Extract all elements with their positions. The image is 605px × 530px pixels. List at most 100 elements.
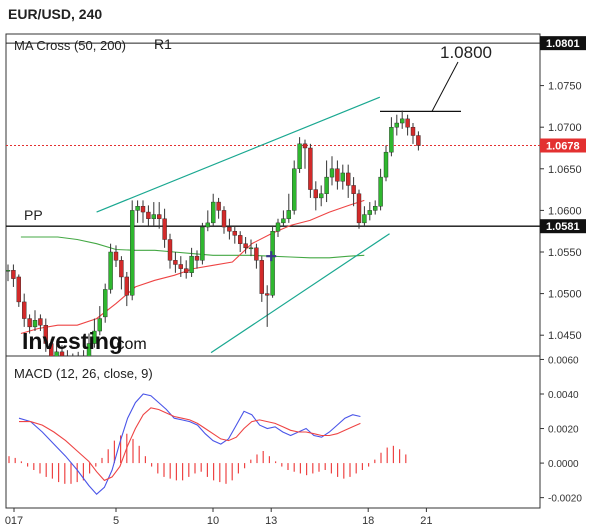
candle-down — [119, 260, 124, 278]
candle-down — [16, 276, 21, 303]
candle-up — [367, 210, 372, 215]
price-tag-label: 1.0801 — [546, 38, 580, 50]
x-tick-label: 13 — [265, 515, 277, 527]
candle-up — [189, 255, 194, 273]
candle-down — [356, 193, 362, 224]
price-tag-box — [540, 138, 586, 153]
macd-line — [18, 393, 361, 495]
pp-label: PP — [24, 207, 43, 223]
candle-down — [308, 147, 313, 190]
candle-down — [183, 268, 189, 273]
candle-down — [265, 293, 270, 296]
candle-down — [167, 239, 173, 261]
price-tick-label: 1.0550 — [548, 247, 582, 259]
candle-up — [319, 193, 324, 199]
candle-up — [329, 168, 335, 178]
candle-down — [49, 343, 54, 356]
candle-up — [362, 214, 367, 224]
macd-label: MACD (12, 26, close, 9) — [14, 366, 153, 381]
macd-tick-label: 0.0060 — [548, 355, 579, 366]
x-tick-label: 10 — [207, 515, 219, 527]
candle-up — [210, 201, 216, 224]
candle-down — [243, 243, 248, 249]
candle-down — [232, 230, 238, 236]
price-tick-label: 1.0750 — [548, 81, 582, 93]
candle-up — [92, 330, 97, 344]
candle-up — [135, 206, 140, 211]
candle-down — [335, 168, 340, 182]
candle-up — [54, 351, 59, 356]
candle-up — [297, 143, 302, 169]
price-layer — [6, 42, 540, 356]
candle-up — [151, 214, 157, 219]
candle-down — [43, 325, 48, 344]
ma200-line — [20, 236, 365, 259]
target-leader-line — [431, 61, 459, 112]
candle-down — [59, 351, 65, 356]
candle-up — [324, 176, 329, 194]
candle-up — [108, 251, 113, 290]
candle-down — [11, 270, 16, 279]
candle-up — [378, 176, 383, 207]
price-tick-label: 1.0600 — [548, 205, 582, 217]
price-tick-label: 1.0450 — [548, 330, 582, 342]
candle-down — [162, 218, 167, 240]
candle-up — [394, 122, 399, 128]
candle-up — [281, 218, 286, 224]
chart-title: EUR/USD, 240 — [8, 6, 102, 22]
logo-suffix: .com — [112, 336, 147, 353]
price-tick-label: 1.0700 — [548, 122, 582, 134]
macd-tick-label: 0.0000 — [548, 459, 579, 470]
macd-layer — [8, 393, 407, 495]
candle-up — [205, 222, 211, 228]
candle-up — [292, 168, 297, 211]
candle-up — [32, 320, 38, 328]
candle-down — [113, 251, 119, 261]
candle-down — [221, 210, 227, 228]
candle-up — [340, 172, 345, 182]
price-tick-label: 1.0500 — [548, 289, 582, 301]
r1-label: R1 — [154, 36, 172, 52]
candle-down — [254, 247, 259, 261]
candle-down — [346, 172, 351, 186]
candle-down — [237, 235, 243, 244]
candle-down — [194, 255, 200, 261]
candle-up — [248, 247, 254, 250]
candle-up — [86, 343, 92, 356]
candle-up — [270, 230, 275, 296]
candle-up — [286, 210, 291, 219]
candle-down — [178, 264, 184, 269]
x-tick-label: 017 — [5, 515, 23, 527]
candle-down — [146, 211, 151, 219]
candle-up — [373, 206, 378, 211]
candle-up — [129, 210, 135, 296]
candle-up — [389, 126, 394, 153]
macd-tick-label: 0.0020 — [548, 425, 579, 436]
price-tick-label: 1.0650 — [548, 164, 582, 176]
candle-down — [302, 143, 308, 149]
candle-down — [124, 276, 130, 296]
candle-down — [259, 260, 264, 294]
axis-layer: 1.0450 1.0500 1.0550 1.0600 1.0650 1.0700 1.07… — [5, 36, 586, 527]
investing-logo: Investing .com — [22, 328, 147, 354]
candle-down — [351, 185, 356, 194]
price-tag-label: 1.0678 — [546, 140, 580, 152]
candle-down — [140, 206, 146, 213]
candle-down — [410, 126, 416, 136]
candle-up — [97, 318, 103, 332]
target-label: 1.0800 — [440, 43, 492, 62]
macd-tick-label: -0.0020 — [548, 494, 582, 505]
candle-up — [275, 222, 281, 232]
candle-down — [22, 301, 27, 319]
candle-down — [405, 118, 410, 128]
x-tick-label: 21 — [420, 515, 432, 527]
macd-tick-label: 0.0040 — [548, 390, 579, 401]
signal-line — [19, 407, 361, 482]
candle-down — [416, 135, 421, 146]
candle-down — [313, 189, 318, 199]
price-tag-box — [540, 36, 586, 51]
x-tick-label: 18 — [362, 515, 374, 527]
price-tag-label: 1.0581 — [546, 221, 580, 233]
candle-up — [200, 226, 205, 261]
channel-lower-line — [210, 233, 390, 354]
